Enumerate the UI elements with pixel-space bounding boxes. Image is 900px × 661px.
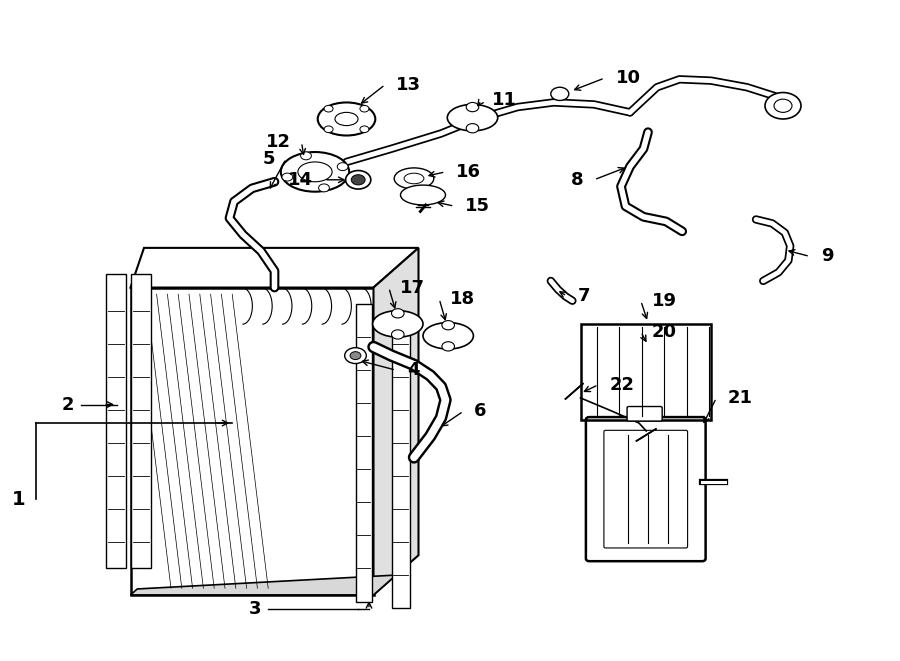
Text: 4: 4: [407, 361, 419, 379]
Circle shape: [392, 330, 404, 339]
Circle shape: [442, 321, 454, 330]
Text: 1: 1: [12, 490, 25, 508]
Text: 19: 19: [652, 292, 677, 310]
Circle shape: [360, 105, 369, 112]
Text: 18: 18: [450, 290, 475, 308]
Circle shape: [319, 184, 329, 192]
Polygon shape: [356, 304, 372, 602]
Ellipse shape: [423, 323, 473, 349]
Polygon shape: [130, 575, 396, 595]
Circle shape: [350, 352, 361, 360]
Circle shape: [324, 105, 333, 112]
Text: 9: 9: [821, 247, 833, 266]
Polygon shape: [130, 248, 419, 288]
Polygon shape: [374, 248, 419, 595]
Bar: [580, 324, 711, 420]
Text: 14: 14: [288, 171, 313, 189]
Circle shape: [392, 309, 404, 318]
Ellipse shape: [394, 168, 434, 189]
Circle shape: [466, 102, 479, 112]
Circle shape: [466, 124, 479, 133]
Text: 10: 10: [616, 69, 641, 87]
Text: 11: 11: [492, 91, 517, 110]
Text: 20: 20: [652, 323, 677, 341]
Text: 2: 2: [61, 395, 74, 414]
Circle shape: [360, 126, 369, 133]
Ellipse shape: [373, 311, 423, 337]
Circle shape: [346, 171, 371, 189]
Circle shape: [338, 163, 348, 171]
Polygon shape: [392, 317, 410, 608]
Circle shape: [351, 175, 365, 185]
Text: 7: 7: [578, 287, 590, 305]
Circle shape: [551, 87, 569, 100]
Text: 12: 12: [266, 133, 291, 151]
Polygon shape: [106, 274, 126, 568]
Circle shape: [324, 126, 333, 133]
Text: 22: 22: [609, 375, 634, 394]
Text: 13: 13: [396, 75, 421, 94]
Text: 21: 21: [727, 389, 752, 407]
Ellipse shape: [400, 185, 446, 205]
Circle shape: [442, 342, 454, 351]
Text: 17: 17: [400, 278, 425, 297]
FancyBboxPatch shape: [627, 407, 662, 421]
Ellipse shape: [447, 104, 498, 131]
Text: 3: 3: [248, 600, 261, 619]
Circle shape: [765, 93, 801, 119]
FancyBboxPatch shape: [586, 417, 706, 561]
Circle shape: [345, 348, 366, 364]
Circle shape: [301, 152, 311, 160]
Ellipse shape: [318, 102, 375, 136]
Text: 6: 6: [474, 402, 487, 420]
Text: 15: 15: [465, 197, 491, 215]
Ellipse shape: [281, 152, 349, 192]
Polygon shape: [131, 274, 151, 568]
Text: 16: 16: [456, 163, 482, 181]
Text: 8: 8: [571, 171, 583, 189]
Circle shape: [282, 173, 292, 181]
Text: 5: 5: [263, 149, 275, 168]
Polygon shape: [130, 288, 374, 595]
